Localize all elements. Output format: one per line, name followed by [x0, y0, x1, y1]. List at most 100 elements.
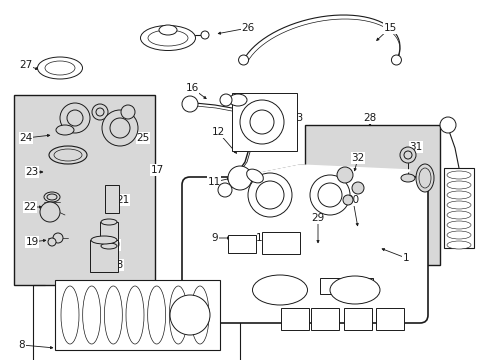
Ellipse shape	[446, 231, 470, 239]
Bar	[227, 235, 256, 253]
Text: 28: 28	[363, 113, 376, 123]
Ellipse shape	[446, 201, 470, 209]
Circle shape	[110, 118, 130, 138]
Ellipse shape	[104, 286, 122, 344]
Ellipse shape	[91, 236, 117, 244]
Circle shape	[170, 295, 209, 335]
Circle shape	[182, 96, 198, 112]
Bar	[100, 222, 118, 246]
Text: 12: 12	[211, 127, 224, 137]
Polygon shape	[200, 165, 409, 190]
Text: 15: 15	[383, 23, 396, 33]
Ellipse shape	[191, 286, 208, 344]
Text: 21: 21	[116, 195, 129, 205]
Text: 5: 5	[386, 320, 392, 330]
Text: 3: 3	[321, 320, 327, 330]
Text: 2: 2	[291, 320, 298, 330]
Ellipse shape	[446, 191, 470, 199]
Ellipse shape	[38, 57, 82, 79]
Circle shape	[102, 110, 138, 146]
Text: 27: 27	[20, 60, 33, 70]
Ellipse shape	[140, 26, 195, 50]
Ellipse shape	[54, 149, 82, 161]
Bar	[310, 308, 338, 330]
Circle shape	[336, 167, 352, 183]
Ellipse shape	[101, 243, 117, 249]
Circle shape	[227, 166, 251, 190]
Bar	[343, 308, 371, 330]
Circle shape	[40, 202, 60, 222]
Bar	[14, 95, 155, 285]
Circle shape	[390, 55, 401, 65]
Text: 7: 7	[359, 287, 366, 297]
Text: 22: 22	[23, 202, 37, 212]
Ellipse shape	[49, 146, 87, 164]
Ellipse shape	[169, 286, 187, 344]
Ellipse shape	[45, 61, 75, 75]
Circle shape	[218, 183, 231, 197]
Text: 33: 33	[446, 200, 459, 210]
Text: 10: 10	[255, 233, 268, 243]
Ellipse shape	[148, 30, 187, 46]
Text: 25: 25	[136, 133, 149, 143]
Circle shape	[67, 110, 83, 126]
Ellipse shape	[82, 286, 101, 344]
Text: 30: 30	[346, 195, 359, 205]
Bar	[375, 308, 403, 330]
Bar	[262, 232, 299, 254]
Bar	[352, 278, 372, 294]
Ellipse shape	[56, 125, 74, 135]
Text: 16: 16	[185, 83, 198, 93]
Bar	[319, 278, 339, 294]
Ellipse shape	[415, 164, 433, 192]
Text: 31: 31	[408, 142, 422, 152]
Text: 32: 32	[351, 153, 364, 163]
Bar	[305, 125, 439, 265]
Ellipse shape	[418, 168, 430, 188]
Ellipse shape	[228, 94, 246, 106]
Ellipse shape	[126, 286, 143, 344]
Circle shape	[249, 110, 273, 134]
Text: 17: 17	[150, 165, 163, 175]
Bar	[105, 185, 119, 213]
Ellipse shape	[400, 174, 414, 182]
Circle shape	[121, 105, 135, 119]
Text: 26: 26	[241, 23, 254, 33]
Ellipse shape	[61, 286, 79, 344]
Text: 4: 4	[354, 320, 361, 330]
Bar	[231, 93, 296, 151]
Text: 6: 6	[326, 287, 333, 297]
Circle shape	[220, 94, 231, 106]
Circle shape	[342, 195, 352, 205]
Ellipse shape	[446, 211, 470, 219]
Circle shape	[439, 117, 455, 133]
Text: 29: 29	[311, 213, 324, 223]
Bar	[90, 240, 118, 272]
Circle shape	[317, 183, 341, 207]
Ellipse shape	[44, 192, 60, 202]
Text: 24: 24	[20, 133, 33, 143]
Ellipse shape	[446, 181, 470, 189]
Ellipse shape	[446, 241, 470, 249]
Circle shape	[48, 238, 56, 246]
Text: 9: 9	[211, 233, 218, 243]
Ellipse shape	[329, 276, 379, 304]
Circle shape	[351, 182, 363, 194]
Text: 20: 20	[107, 240, 121, 250]
Circle shape	[201, 31, 208, 39]
Circle shape	[92, 104, 108, 120]
Text: 19: 19	[25, 237, 39, 247]
Ellipse shape	[101, 219, 117, 225]
Bar	[281, 308, 308, 330]
Text: 1: 1	[402, 253, 408, 263]
Text: 13: 13	[290, 113, 303, 123]
Ellipse shape	[147, 286, 165, 344]
Circle shape	[247, 173, 291, 217]
Circle shape	[309, 175, 349, 215]
Ellipse shape	[246, 169, 263, 183]
Text: 11: 11	[207, 177, 220, 187]
Ellipse shape	[159, 25, 177, 35]
Circle shape	[399, 147, 415, 163]
Circle shape	[60, 103, 90, 133]
Circle shape	[403, 151, 411, 159]
